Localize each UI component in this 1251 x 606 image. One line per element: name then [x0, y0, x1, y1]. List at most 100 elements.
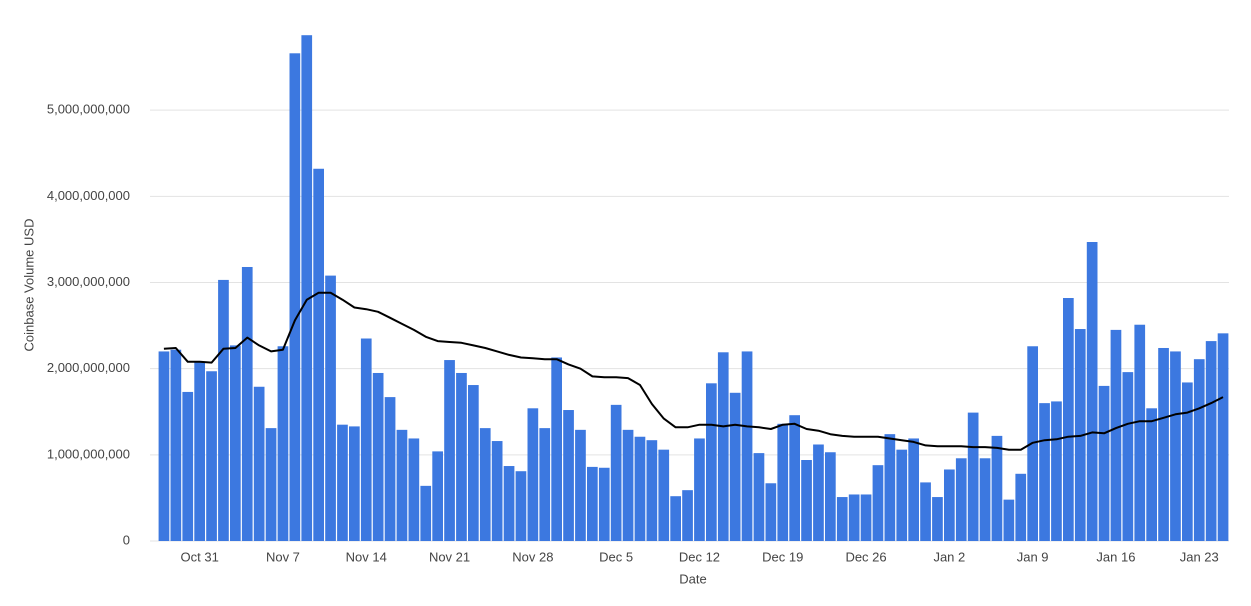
bar [479, 428, 491, 541]
bar [1193, 359, 1205, 541]
bar [598, 467, 610, 541]
x-tick-label: Nov 14 [346, 549, 387, 564]
bar [967, 412, 979, 541]
bar [1217, 333, 1229, 541]
bar [1158, 347, 1169, 541]
bar [682, 490, 693, 541]
bar [765, 483, 777, 541]
bar [622, 429, 634, 541]
y-axis-title: Coinbase Volume USD [21, 219, 36, 352]
x-tick-label: Jan 2 [933, 549, 965, 564]
bar [218, 279, 229, 541]
x-tick-label: Jan 16 [1096, 549, 1135, 564]
bar [1098, 385, 1110, 541]
bar [944, 469, 955, 541]
x-tick-label: Nov 28 [512, 549, 553, 564]
x-tick-label: Dec 5 [599, 549, 633, 564]
bar [884, 434, 896, 541]
bar [920, 482, 931, 541]
y-tick-label: 5,000,000,000 [47, 102, 130, 117]
bar [444, 360, 455, 541]
bar [253, 386, 265, 541]
y-tick-label: 3,000,000,000 [47, 274, 130, 289]
bar [896, 449, 908, 541]
bar [408, 438, 420, 541]
bar [1086, 242, 1098, 542]
bar [1063, 298, 1074, 541]
bar [932, 497, 943, 541]
bar [372, 372, 384, 541]
bar [836, 497, 848, 541]
bar [396, 429, 408, 541]
bar [646, 440, 658, 541]
bar [182, 391, 194, 541]
bar [1051, 401, 1062, 541]
bar [610, 404, 622, 541]
bar [729, 392, 741, 541]
x-tick-label: Dec 12 [679, 549, 720, 564]
bar [325, 275, 336, 541]
x-tick-label: Dec 26 [845, 549, 886, 564]
bar [503, 466, 515, 541]
bar [717, 352, 729, 541]
bar [908, 438, 919, 541]
y-tick-label: 1,000,000,000 [47, 446, 130, 461]
bar [1170, 351, 1181, 541]
bar [1003, 499, 1015, 541]
bar [575, 429, 586, 541]
bar [360, 338, 372, 541]
bar [206, 371, 217, 541]
bar [158, 351, 170, 541]
bar [301, 35, 313, 542]
bar [337, 424, 348, 541]
bar [551, 357, 562, 541]
bar [1134, 324, 1146, 541]
bar [979, 458, 991, 541]
y-tick-label: 0 [123, 532, 130, 547]
bar [289, 53, 301, 542]
x-tick-label: Nov 21 [429, 549, 470, 564]
bar [670, 496, 681, 541]
bar [991, 435, 1003, 541]
bar [753, 453, 765, 541]
x-tick-label: Oct 31 [181, 549, 219, 564]
bar [515, 471, 527, 541]
bar [420, 485, 432, 541]
bar [491, 441, 503, 541]
bar [658, 449, 670, 541]
bar [313, 168, 324, 541]
bar [634, 436, 646, 541]
bar [706, 383, 717, 541]
moving-average-line [163, 291, 1224, 451]
bar [1182, 382, 1193, 541]
bar [825, 452, 836, 541]
x-tick-label: Nov 7 [266, 549, 300, 564]
bar [265, 428, 277, 541]
bar [277, 346, 289, 541]
x-tick-label: Jan 23 [1180, 549, 1219, 564]
bar [777, 423, 789, 541]
bar [848, 494, 860, 541]
bar [955, 458, 967, 541]
bar [384, 397, 396, 541]
bar [1205, 341, 1217, 541]
bar [587, 466, 598, 541]
bar [527, 408, 539, 541]
bar [1122, 372, 1134, 541]
bar [1146, 408, 1157, 541]
x-axis-title: Date [679, 571, 706, 586]
y-tick-label: 4,000,000,000 [47, 188, 130, 203]
x-tick-label: Dec 19 [762, 549, 803, 564]
bar [241, 266, 253, 541]
bar [432, 451, 443, 541]
bar [789, 415, 800, 541]
bar [456, 372, 467, 541]
bar [872, 465, 884, 541]
bar [801, 460, 812, 541]
bar [194, 361, 205, 541]
bar [1110, 329, 1122, 541]
y-tick-label: 2,000,000,000 [47, 360, 130, 375]
bar [539, 428, 551, 541]
bar [1015, 473, 1027, 541]
